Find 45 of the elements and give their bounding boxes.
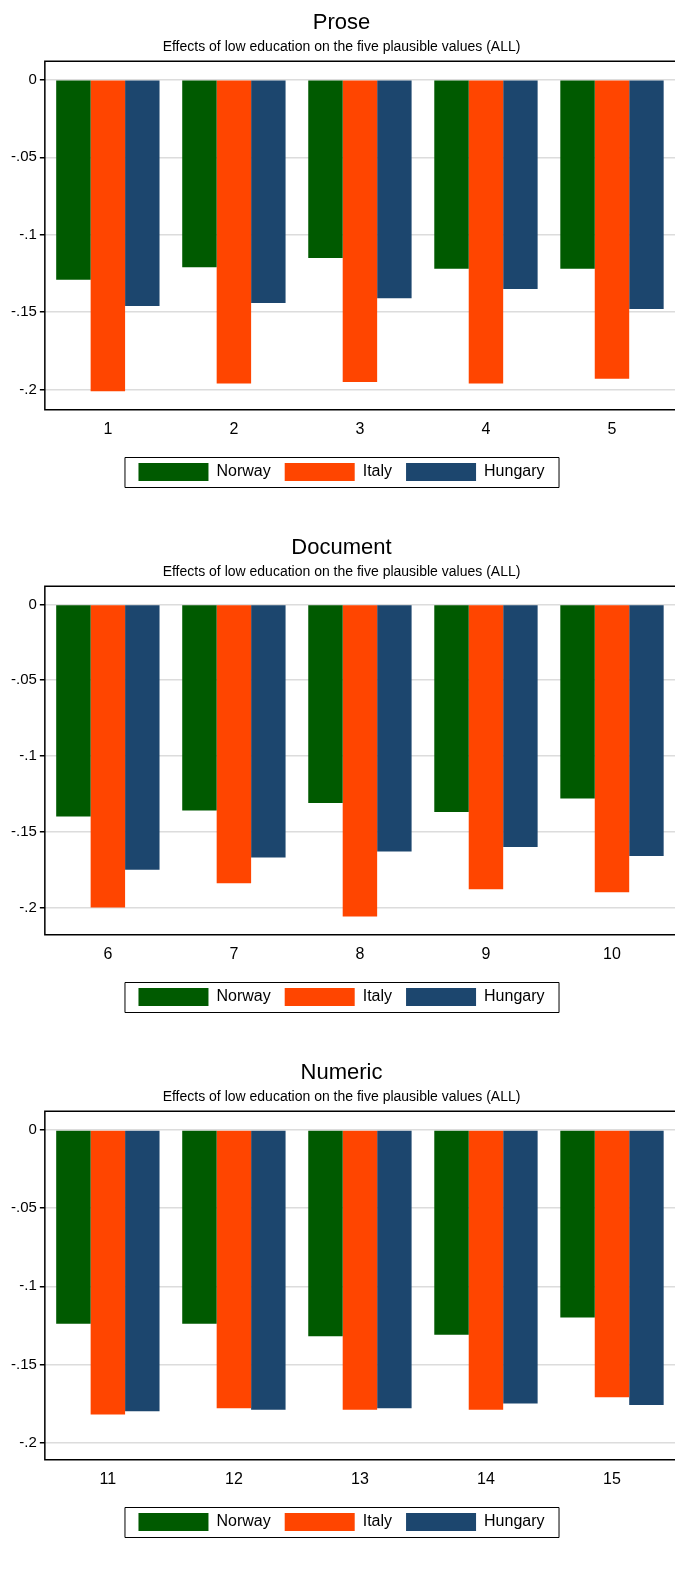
- x-tick-label: 11: [99, 1469, 117, 1487]
- legend-label: Norway: [216, 987, 271, 1005]
- x-tick-label: 7: [229, 944, 239, 962]
- y-tick-label: -.2: [19, 379, 37, 397]
- x-tick-label: 2: [229, 419, 239, 437]
- y-tick-label: 0: [28, 594, 37, 612]
- y-tick-label: -.15: [10, 821, 37, 839]
- legend-label: Italy: [362, 987, 393, 1005]
- x-tick-label: 9: [481, 944, 491, 962]
- y-tick-label: -.2: [19, 897, 37, 915]
- x-tick-label: 12: [224, 1469, 243, 1487]
- legend-label: Norway: [216, 462, 271, 480]
- x-tick-label: 10: [603, 944, 621, 962]
- x-tick-label: 6: [103, 944, 113, 962]
- legend-label: Italy: [362, 1512, 393, 1530]
- chart-title: Prose: [312, 9, 371, 35]
- y-tick-label: -.1: [19, 746, 37, 764]
- y-tick-label: -.1: [19, 1276, 37, 1294]
- chart-subtitle: Effects of low education on the five plausible values (ALL): [162, 37, 521, 54]
- x-tick-label: 15: [603, 1469, 621, 1487]
- x-tick-label: 5: [607, 419, 617, 437]
- x-tick-label: 4: [481, 419, 491, 437]
- y-tick-label: -.15: [10, 1354, 37, 1372]
- legend-label: Hungary: [484, 987, 545, 1005]
- y-tick-label: -.05: [10, 670, 37, 688]
- y-tick-label: -.15: [10, 302, 37, 320]
- y-tick-label: -.05: [10, 1198, 37, 1216]
- y-tick-label: -.1: [19, 224, 37, 242]
- chart-title: Numeric: [300, 1059, 383, 1085]
- x-tick-label: 3: [355, 419, 365, 437]
- y-tick-label: -.05: [10, 147, 37, 165]
- legend-label: Norway: [216, 1512, 271, 1530]
- chart-subtitle: Effects of low education on the five plausible values (ALL): [162, 1087, 521, 1104]
- legend-label: Hungary: [484, 462, 545, 480]
- x-tick-label: 8: [355, 944, 365, 962]
- legend-label: Italy: [362, 462, 393, 480]
- legend-label: Hungary: [484, 1512, 545, 1530]
- y-tick-label: 0: [28, 1120, 37, 1138]
- chart-title: Document: [291, 534, 392, 560]
- x-tick-label: 1: [103, 419, 113, 437]
- x-tick-label: 13: [351, 1469, 369, 1487]
- y-tick-label: -.2: [19, 1432, 37, 1450]
- y-tick-label: 0: [28, 69, 37, 87]
- chart-subtitle: Effects of low education on the five plausible values (ALL): [162, 562, 521, 579]
- x-tick-label: 14: [477, 1469, 495, 1487]
